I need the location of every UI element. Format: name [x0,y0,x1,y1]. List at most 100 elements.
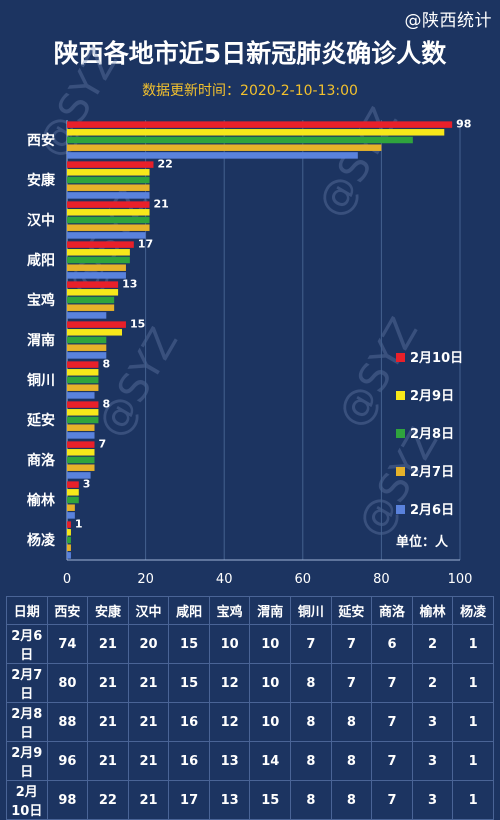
bar-10-0 [67,521,71,528]
category-label-8: 商洛 [27,452,56,469]
x-tick-label-1: 20 [137,572,154,587]
table-value-cell: 3 [411,702,454,742]
table-value-cell: 8 [330,780,373,820]
table-value-cell: 15 [168,663,210,703]
bar-0-3 [67,144,382,151]
legend-swatch-2 [396,429,405,438]
table-row: 2月6日 74 21 20 15 10 10 7 7 6 2 1 [6,624,494,664]
table-date-cell: 2月8日 [6,702,48,742]
bar-5-1 [67,329,123,336]
bar-2-0 [67,201,150,208]
table-header-cell: 延安 [330,596,373,625]
bar-7-0 [67,401,99,408]
bar-1-0 [67,161,154,168]
table-value-cell: 12 [208,702,251,742]
legend-swatch-1 [396,391,405,400]
bar-9-2 [67,496,79,504]
table-value-cell: 3 [411,780,454,820]
table-value-cell: 8 [330,702,373,742]
table-value-cell: 1 [452,741,494,781]
category-label-7: 延安 [26,412,55,429]
bar-0-4 [67,152,358,159]
category-label-2: 汉中 [27,212,55,229]
bar-3-0 [67,241,134,248]
table-value-cell: 8 [290,741,332,781]
table-value-cell: 10 [208,624,251,664]
table-value-cell: 8 [290,702,332,742]
bar-8-1 [67,449,95,456]
table-value-cell: 21 [127,780,170,820]
bar-6-0 [67,361,99,368]
bar-6-1 [67,369,99,376]
category-label-5: 渭南 [27,332,55,349]
table-header-cell: 西安 [46,596,89,625]
bar-4-4 [67,312,107,319]
category-label-10: 杨凌 [27,532,56,549]
table-value-cell: 8 [330,741,373,781]
table-value-cell: 1 [452,663,494,703]
table-header-cell: 榆林 [411,596,454,625]
bar-2-3 [67,224,150,231]
bar-5-4 [67,352,107,359]
bar-1-2 [67,176,150,184]
legend-label-4: 2月6日 [410,503,454,518]
category-label-9: 榆林 [27,492,55,509]
bar-2-4 [67,232,146,239]
table-row: 2月10日 98 22 21 17 13 15 8 8 7 3 1 [6,780,494,820]
data-label-1: 22 [157,157,172,170]
table-value-cell: 7 [371,663,413,703]
category-label-6: 铜川 [27,372,55,389]
chart-title: 陕西各地市近5日新冠肺炎确诊人数 [53,39,447,68]
bar-6-4 [67,392,95,399]
x-tick-label-5: 100 [448,572,473,587]
table-value-cell: 1 [452,624,494,664]
table-value-cell: 80 [46,663,89,703]
bar-3-3 [67,264,126,271]
table-value-cell: 22 [87,780,129,820]
table-row: 2月7日 80 21 21 15 12 10 8 7 7 2 1 [6,663,494,703]
bar-9-3 [67,504,75,511]
data-label-5: 15 [130,317,145,330]
table-value-cell: 74 [46,624,89,664]
table-value-cell: 21 [127,663,170,703]
bar-5-2 [67,336,107,344]
table-date-cell: 2月7日 [6,663,48,703]
legend-label-3: 2月7日 [410,465,454,480]
table-value-cell: 8 [290,780,332,820]
table-value-cell: 13 [208,780,251,820]
table-value-cell: 13 [208,741,251,781]
legend-swatch-0 [396,353,405,362]
table-value-cell: 6 [371,624,413,664]
table-value-cell: 2 [411,663,454,703]
table-value-cell: 7 [330,624,373,664]
table-value-cell: 2 [411,624,454,664]
bar-9-4 [67,512,75,519]
table-value-cell: 21 [87,741,129,781]
table-value-cell: 1 [452,702,494,742]
bar-1-1 [67,169,150,176]
update-time: 数据更新时间：2020-2-10-13:00 [142,83,358,99]
table-header-cell: 杨凌 [452,596,494,625]
data-label-8: 7 [99,437,107,450]
bar-3-2 [67,256,130,264]
data-label-2: 21 [154,197,169,210]
table-value-cell: 15 [168,624,210,664]
table-value-cell: 16 [168,702,210,742]
table-value-cell: 3 [411,741,454,781]
table-header-cell: 商洛 [371,596,413,625]
bar-7-4 [67,432,95,439]
legend-swatch-3 [396,467,405,476]
table-value-cell: 8 [290,663,332,703]
table-body: 2月6日 74 21 20 15 10 10 7 7 6 2 1 2月7日 80 21 21 15 12 10 8 7 7… [6,624,494,820]
table-value-cell: 7 [290,624,332,664]
data-label-9: 3 [83,477,91,490]
watermark-syz-1: @SYZ [309,100,407,225]
table-row: 2月9日 96 21 21 16 13 14 8 8 7 3 1 [6,741,494,781]
bar-8-0 [67,441,95,448]
bar-6-2 [67,376,99,384]
data-table: 日期 西安 安康 汉中 咸阳 宝鸡 渭南 铜川 延安 商洛 榆林 杨凌 2月6日 74 21 20 15 10 1… [6,596,494,820]
bar-1-4 [67,192,150,199]
table-value-cell: 10 [249,624,292,664]
table-value-cell: 17 [168,780,210,820]
table-value-cell: 21 [87,663,129,703]
